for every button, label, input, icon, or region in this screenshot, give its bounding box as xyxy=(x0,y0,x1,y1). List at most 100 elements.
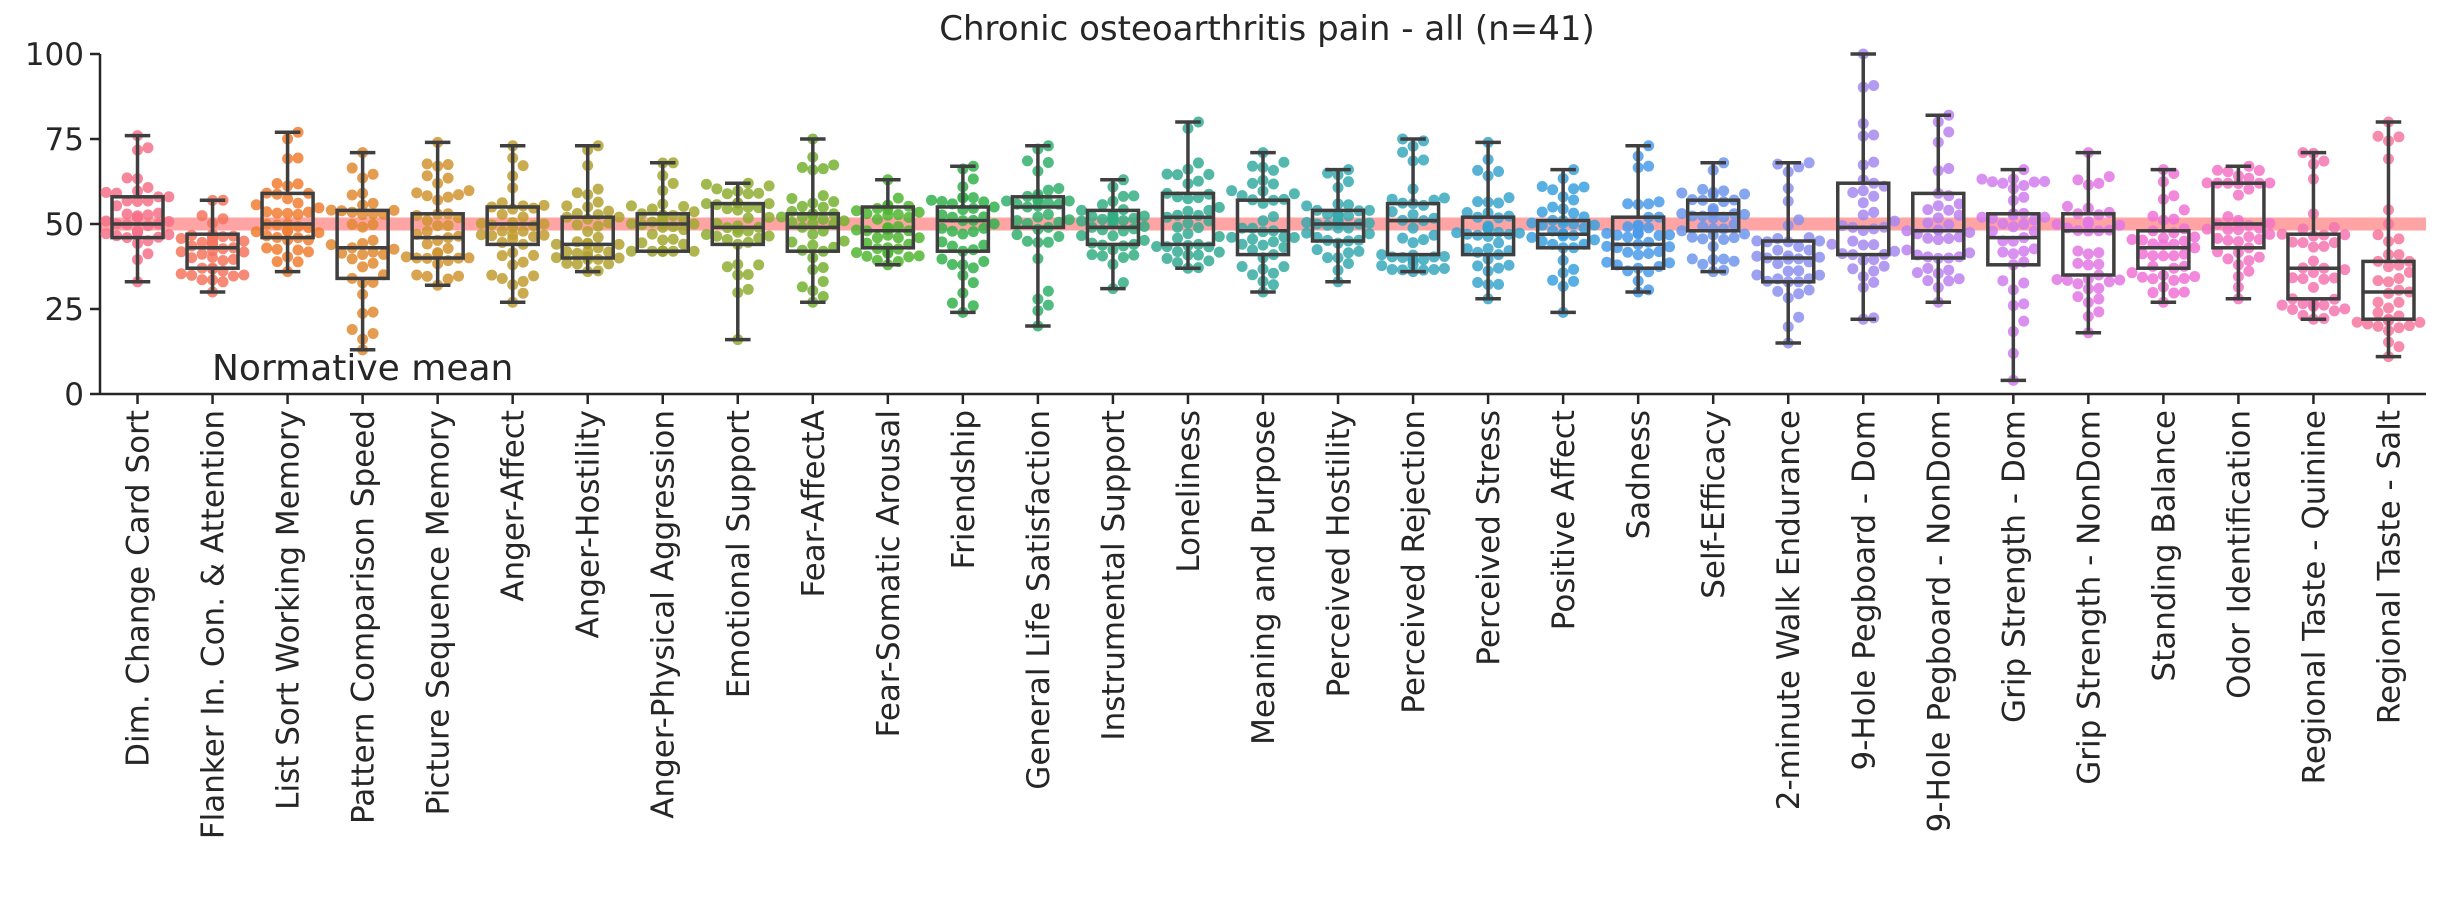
data-point xyxy=(2328,237,2340,249)
data-point xyxy=(111,200,123,212)
data-point xyxy=(517,211,529,223)
data-point xyxy=(861,250,873,262)
x-tick-label: Meaning and Purpose xyxy=(1246,410,1282,745)
data-point xyxy=(100,228,112,240)
data-point xyxy=(592,196,604,208)
data-point xyxy=(2222,166,2234,178)
data-point xyxy=(2093,282,2105,294)
data-point xyxy=(2328,221,2340,233)
data-point xyxy=(2403,266,2415,278)
data-point xyxy=(1889,245,1901,257)
data-point xyxy=(1857,185,1869,197)
data-point xyxy=(1922,275,1934,287)
data-point xyxy=(1986,212,1998,224)
data-point xyxy=(817,201,829,213)
data-point xyxy=(346,253,358,265)
y-tick-label: 50 xyxy=(45,207,84,243)
data-point xyxy=(2243,172,2255,184)
data-point xyxy=(1076,230,1088,242)
data-point xyxy=(2253,251,2265,263)
data-point xyxy=(2178,272,2190,284)
data-point xyxy=(1236,190,1248,202)
x-tick-label: Standing Balance xyxy=(2146,410,2182,682)
data-point xyxy=(571,219,583,231)
data-point xyxy=(2212,164,2224,176)
x-tick-label: Perceived Hostility xyxy=(1321,410,1357,697)
data-point xyxy=(817,163,829,175)
data-point xyxy=(271,256,283,268)
data-point xyxy=(603,258,615,270)
data-point xyxy=(946,259,958,271)
data-point xyxy=(946,297,958,309)
data-point xyxy=(261,206,273,218)
data-point xyxy=(2328,305,2340,317)
data-point xyxy=(1953,209,1965,221)
data-point xyxy=(1182,217,1194,229)
x-tick-label: Self-Efficacy xyxy=(1696,410,1732,599)
data-point xyxy=(2393,296,2405,308)
data-point xyxy=(2103,276,2115,288)
data-point xyxy=(1772,258,1784,270)
data-point xyxy=(1653,229,1665,241)
data-point xyxy=(1213,231,1225,243)
data-point xyxy=(571,258,583,270)
data-point xyxy=(625,245,637,257)
data-point xyxy=(2382,302,2394,314)
data-point xyxy=(913,232,925,244)
category-group xyxy=(1151,116,1225,274)
normative-mean-label: Normative mean xyxy=(212,348,513,389)
data-point xyxy=(786,216,798,228)
data-point xyxy=(613,238,625,250)
data-point xyxy=(1438,192,1450,204)
data-point xyxy=(763,230,775,242)
data-point xyxy=(1096,199,1108,211)
data-point xyxy=(592,220,604,232)
data-point xyxy=(967,277,979,289)
data-point xyxy=(1397,232,1409,244)
data-point xyxy=(1301,200,1313,212)
data-point xyxy=(1161,253,1173,265)
data-point xyxy=(302,206,314,218)
category-group xyxy=(1001,140,1075,332)
data-point xyxy=(2082,216,2094,228)
data-point xyxy=(1782,250,1794,262)
data-point xyxy=(936,222,948,234)
data-point xyxy=(313,202,325,214)
data-point xyxy=(496,237,508,249)
data-point xyxy=(442,172,454,184)
data-point xyxy=(517,256,529,268)
data-point xyxy=(1226,231,1238,243)
data-point xyxy=(550,252,562,264)
data-point xyxy=(1247,269,1259,281)
data-point xyxy=(561,246,573,258)
data-point xyxy=(2147,250,2159,262)
data-point xyxy=(1096,213,1108,225)
data-point xyxy=(1943,275,1955,287)
data-point xyxy=(582,225,594,237)
data-point xyxy=(2297,273,2309,285)
data-point xyxy=(613,211,625,223)
data-point xyxy=(196,274,208,286)
data-point xyxy=(142,209,154,221)
data-point xyxy=(238,235,250,247)
data-point xyxy=(1363,204,1375,216)
data-point xyxy=(1182,228,1194,240)
data-point xyxy=(538,218,550,230)
data-point xyxy=(1547,184,1559,196)
data-point xyxy=(571,187,583,199)
data-point xyxy=(1461,206,1473,218)
data-point xyxy=(1889,215,1901,227)
data-point xyxy=(817,213,829,225)
data-point xyxy=(1267,211,1279,223)
data-point xyxy=(1536,181,1548,193)
data-point xyxy=(142,182,154,194)
data-point xyxy=(1021,155,1033,167)
data-point xyxy=(2318,240,2330,252)
data-point xyxy=(1751,269,1763,281)
data-point xyxy=(978,222,990,234)
data-point xyxy=(227,253,239,265)
x-tick-label: Fear-Somatic Arousal xyxy=(871,410,907,737)
data-point xyxy=(1868,190,1880,202)
data-point xyxy=(2253,164,2265,176)
data-point xyxy=(411,187,423,199)
